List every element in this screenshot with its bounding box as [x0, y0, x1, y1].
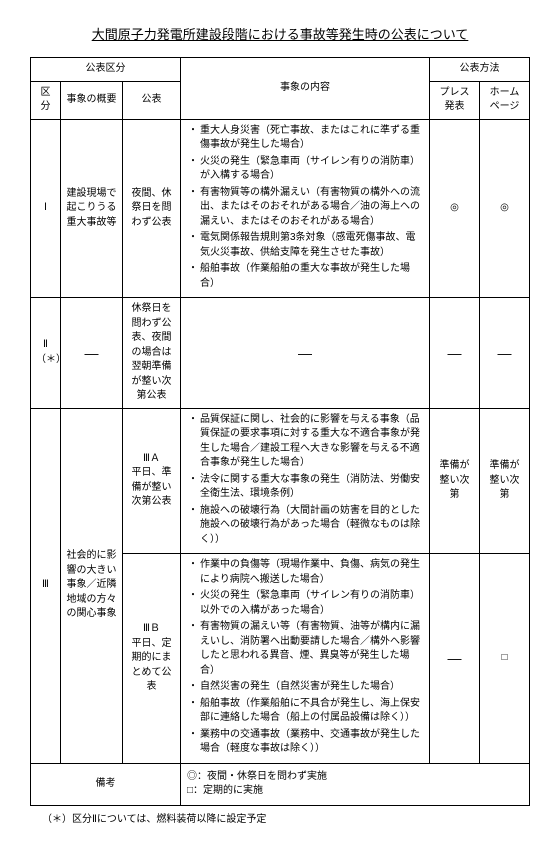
- hdr-kouhyou-kubun: 公表区分: [31, 58, 181, 82]
- list-item: 有害物質等の構外漏えい（有害物質の構外への流出、またはそのおそれがある場合／油の…: [200, 186, 424, 230]
- list-item: 重大人身災害（死亡事故、またはこれに準ずる重傷事故が発生した場合）: [200, 124, 424, 153]
- list-item: 火災の発生（緊急車両（サイレン有りの消防車）が入構する場合）: [200, 155, 424, 184]
- kouhyou-label: ⅢＢ: [143, 623, 160, 634]
- item-list: 作業中の負傷等（現場作業中、負傷、病気の発生により病院へ搬送した場合）火災の発生…: [186, 558, 424, 757]
- cell-naiyou: 作業中の負傷等（現場作業中、負傷、病気の発生により病院へ搬送した場合）火災の発生…: [181, 554, 430, 764]
- cell-hp: —: [480, 298, 530, 409]
- item-list: 品質保証に関し、社会的に影響を与える事象（品質保証の要求事項に対する重大な不適合…: [186, 413, 424, 548]
- list-item: 法令に関する重大な事象の発生（消防法、労働安全衛生法、環境条例）: [200, 473, 424, 502]
- cell-hp: ◎: [480, 119, 530, 298]
- cell-naiyou: —: [181, 298, 430, 409]
- kouhyou-note: 平日、定期的にまとめて公表: [132, 638, 172, 693]
- hdr-homepage: ホームページ: [480, 81, 530, 119]
- bikou-label: 備考: [31, 763, 181, 805]
- cell-naiyou: 品質保証に関し、社会的に影響を与える事象（品質保証の要求事項に対する重大な不適合…: [181, 408, 430, 554]
- list-item: 船舶事故（作業船舶に不具合が発生し、海上保安部に連絡した場合（船上の付属品設備は…: [200, 697, 424, 726]
- kubun-note: （＊）: [36, 354, 66, 365]
- main-table: 公表区分 事象の内容 公表方法 区分 事象の概要 公表 プレス発表 ホームページ…: [30, 57, 530, 806]
- cell-gaiyou: 建設現場で起こりうる重大事故等: [61, 119, 123, 298]
- cell-kouhyou: 休祭日を問わず公表、夜間の場合は翌朝準備が整い次第公表: [123, 298, 181, 409]
- table-row: Ⅲ 社会的に影響の大きい事象／近隣地域の方々の関心事象 ⅢＡ 平日、準備が整い次…: [31, 408, 530, 554]
- hdr-gaiyou: 事象の概要: [61, 81, 123, 119]
- cell-hp: □: [480, 554, 530, 764]
- cell-kubun: Ⅱ （＊）: [31, 298, 61, 409]
- hdr-kubun: 区分: [31, 81, 61, 119]
- hdr-kouhyou-houhou: 公表方法: [430, 58, 530, 82]
- cell-press: —: [430, 554, 480, 764]
- cell-kouhyou: 夜間、休祭日を問わず公表: [123, 119, 181, 298]
- item-list: 重大人身災害（死亡事故、またはこれに準ずる重傷事故が発生した場合）火災の発生（緊…: [186, 124, 424, 292]
- page-title: 大間原子力発電所建設段階における事故等発生時の公表について: [30, 24, 530, 43]
- list-item: 火災の発生（緊急車両（サイレン有りの消防車）以外での入構があった場合）: [200, 589, 424, 618]
- table-row: Ⅰ 建設現場で起こりうる重大事故等 夜間、休祭日を問わず公表 重大人身災害（死亡…: [31, 119, 530, 298]
- cell-press: ◎: [430, 119, 480, 298]
- list-item: 有害物質の漏えい等（有害物質、油等が構内に漏えいし、消防署へ出動要請した場合／構…: [200, 620, 424, 678]
- bikou-content: ◎：夜間・休祭日を問わず実施 □：定期的に実施: [181, 763, 530, 805]
- cell-gaiyou: —: [61, 298, 123, 409]
- list-item: 品質保証に関し、社会的に影響を与える事象（品質保証の要求事項に対する重大な不適合…: [200, 413, 424, 471]
- cell-hp: 準備が整い次第: [480, 408, 530, 554]
- cell-kouhyou: ⅢＡ 平日、準備が整い次第公表: [123, 408, 181, 554]
- table-row: Ⅱ （＊） — 休祭日を問わず公表、夜間の場合は翌朝準備が整い次第公表 — — …: [31, 298, 530, 409]
- table-row-bikou: 備考 ◎：夜間・休祭日を問わず実施 □：定期的に実施: [31, 763, 530, 805]
- cell-press: 準備が整い次第: [430, 408, 480, 554]
- cell-naiyou: 重大人身災害（死亡事故、またはこれに準ずる重傷事故が発生した場合）火災の発生（緊…: [181, 119, 430, 298]
- kouhyou-label: ⅢＡ: [143, 453, 160, 464]
- cell-kubun: Ⅲ: [31, 408, 61, 763]
- hdr-press: プレス発表: [430, 81, 480, 119]
- list-item: 作業中の負傷等（現場作業中、負傷、病気の発生により病院へ搬送した場合）: [200, 558, 424, 587]
- bikou-item: ◎：夜間・休祭日を問わず実施: [187, 770, 523, 785]
- list-item: 自然災害の発生（自然災害が発生した場合）: [200, 680, 424, 695]
- list-item: 業務中の交通事故（業務中、交通事故が発生した場合（軽度な事故は除く））: [200, 728, 424, 757]
- hdr-jishou-naiyou: 事象の内容: [181, 58, 430, 120]
- kubun-label: Ⅱ: [43, 339, 48, 350]
- list-item: 電気関係報告規則第3条対象（感電死傷事故、電気火災事故、供給支障を発生させた事故…: [200, 231, 424, 260]
- cell-kubun: Ⅰ: [31, 119, 61, 298]
- kouhyou-note: 平日、準備が整い次第公表: [132, 467, 172, 507]
- hdr-kouhyou: 公表: [123, 81, 181, 119]
- cell-press: —: [430, 298, 480, 409]
- cell-kouhyou: ⅢＢ 平日、定期的にまとめて公表: [123, 554, 181, 764]
- bikou-item: □：定期的に実施: [187, 784, 523, 799]
- footnote: （＊）区分Ⅱについては、燃料装荷以降に設定予定: [42, 810, 530, 825]
- list-item: 施設への破壊行為（大間計画の妨害を目的とした施設への破壊行為があった場合（軽微な…: [200, 504, 424, 548]
- cell-gaiyou: 社会的に影響の大きい事象／近隣地域の方々の関心事象: [61, 408, 123, 763]
- list-item: 船舶事故（作業船舶の重大な事故が発生した場合）: [200, 262, 424, 291]
